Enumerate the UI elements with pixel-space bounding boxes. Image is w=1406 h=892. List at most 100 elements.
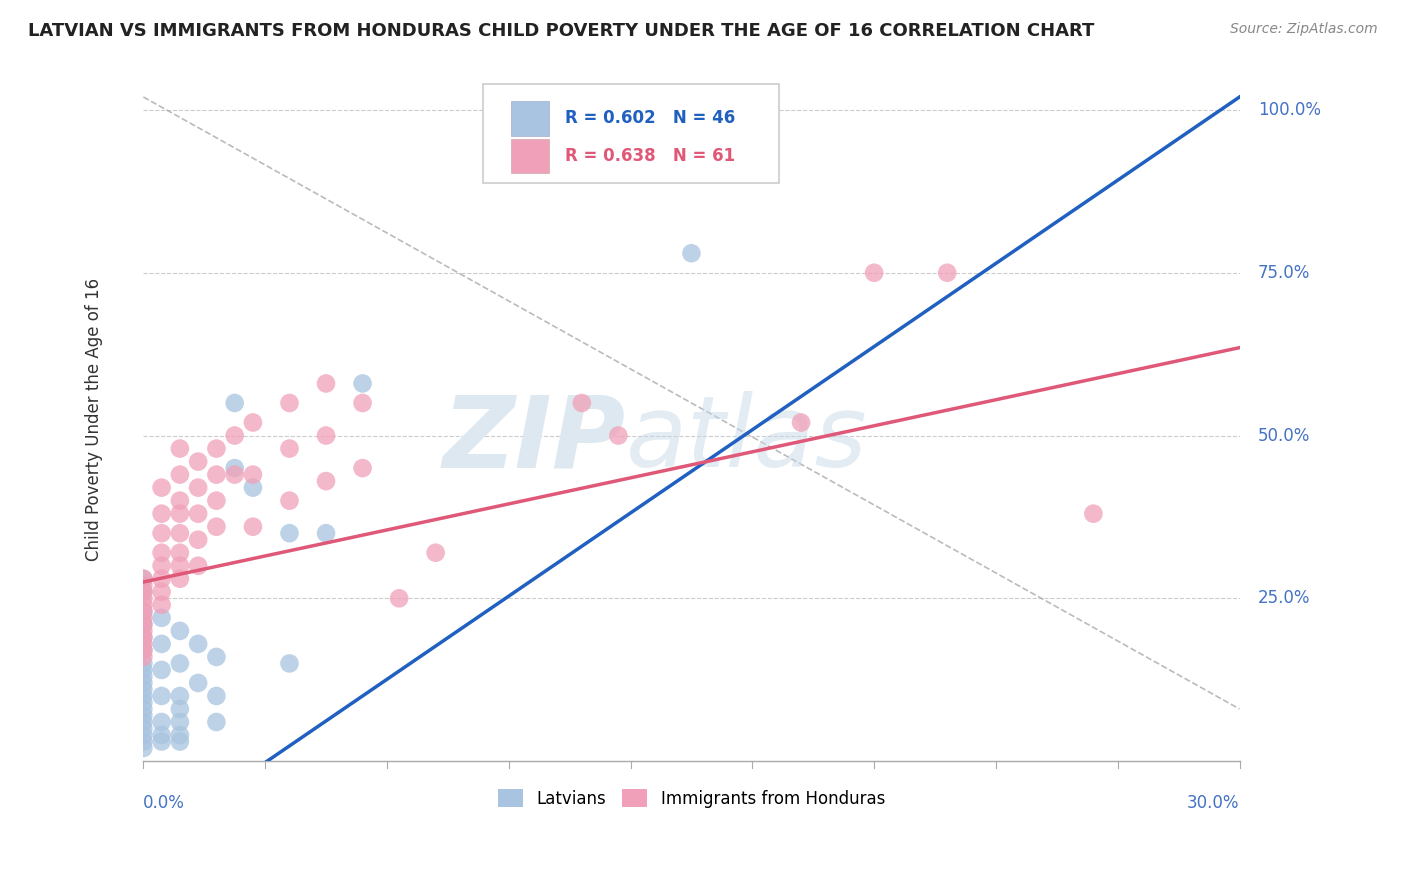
Point — [187, 558, 209, 573]
Text: 30.0%: 30.0% — [1187, 794, 1240, 812]
Point — [132, 631, 155, 645]
Text: Child Poverty Under the Age of 16: Child Poverty Under the Age of 16 — [84, 277, 103, 561]
Point — [150, 689, 173, 703]
Point — [150, 728, 173, 742]
Point — [315, 376, 337, 391]
Point — [278, 442, 301, 456]
Point — [242, 416, 264, 430]
Point — [169, 624, 191, 638]
Point — [132, 657, 155, 671]
Point — [132, 584, 155, 599]
Point — [242, 467, 264, 482]
Point — [132, 572, 155, 586]
Point — [187, 533, 209, 547]
Point — [132, 643, 155, 657]
Point — [224, 461, 246, 475]
Point — [863, 266, 886, 280]
Point — [278, 493, 301, 508]
Point — [169, 657, 191, 671]
Point — [205, 649, 228, 664]
Point — [169, 507, 191, 521]
Text: R = 0.638   N = 61: R = 0.638 N = 61 — [565, 147, 735, 165]
Point — [132, 689, 155, 703]
Point — [352, 376, 374, 391]
Point — [169, 728, 191, 742]
Point — [132, 649, 155, 664]
Point — [936, 266, 959, 280]
Point — [132, 663, 155, 677]
Point — [169, 558, 191, 573]
Text: LATVIAN VS IMMIGRANTS FROM HONDURAS CHILD POVERTY UNDER THE AGE OF 16 CORRELATIO: LATVIAN VS IMMIGRANTS FROM HONDURAS CHIL… — [28, 22, 1094, 40]
Point — [169, 526, 191, 541]
Point — [205, 519, 228, 533]
Point — [132, 734, 155, 748]
Text: 50.0%: 50.0% — [1258, 426, 1310, 444]
Point — [315, 526, 337, 541]
Point — [278, 396, 301, 410]
Point — [132, 676, 155, 690]
Point — [150, 558, 173, 573]
Point — [132, 669, 155, 683]
Point — [132, 714, 155, 729]
Point — [205, 467, 228, 482]
Text: ZIP: ZIP — [443, 392, 626, 488]
Point — [150, 637, 173, 651]
Point — [150, 526, 173, 541]
Point — [187, 454, 209, 468]
Point — [132, 631, 155, 645]
Point — [132, 624, 155, 638]
Point — [278, 526, 301, 541]
Point — [388, 591, 411, 606]
Point — [187, 637, 209, 651]
Legend: Latvians, Immigrants from Honduras: Latvians, Immigrants from Honduras — [491, 783, 891, 814]
Point — [150, 481, 173, 495]
Point — [132, 741, 155, 756]
Point — [132, 722, 155, 736]
Text: atlas: atlas — [626, 392, 868, 488]
Point — [278, 657, 301, 671]
Point — [1083, 507, 1105, 521]
Point — [205, 493, 228, 508]
Point — [205, 714, 228, 729]
Point — [150, 507, 173, 521]
Point — [187, 676, 209, 690]
Point — [132, 578, 155, 592]
Point — [242, 481, 264, 495]
Point — [224, 467, 246, 482]
Point — [352, 396, 374, 410]
FancyBboxPatch shape — [484, 84, 779, 184]
Point — [169, 493, 191, 508]
Point — [224, 428, 246, 442]
Point — [681, 246, 703, 260]
Point — [169, 572, 191, 586]
Point — [150, 663, 173, 677]
Point — [132, 637, 155, 651]
Point — [205, 689, 228, 703]
Point — [224, 396, 246, 410]
Point — [242, 519, 264, 533]
Point — [169, 714, 191, 729]
Point — [132, 702, 155, 716]
Point — [132, 611, 155, 625]
Point — [150, 546, 173, 560]
Point — [169, 467, 191, 482]
Point — [132, 584, 155, 599]
Point — [132, 643, 155, 657]
Point — [132, 696, 155, 710]
Point — [205, 442, 228, 456]
Point — [132, 617, 155, 632]
Point — [150, 572, 173, 586]
Text: R = 0.602   N = 46: R = 0.602 N = 46 — [565, 110, 735, 128]
Point — [132, 617, 155, 632]
Point — [132, 682, 155, 697]
Text: 75.0%: 75.0% — [1258, 264, 1310, 282]
Point — [571, 396, 593, 410]
Point — [315, 474, 337, 488]
Point — [150, 714, 173, 729]
Point — [132, 728, 155, 742]
Point — [169, 734, 191, 748]
Point — [352, 461, 374, 475]
Point — [315, 428, 337, 442]
Point — [169, 546, 191, 560]
Point — [150, 598, 173, 612]
